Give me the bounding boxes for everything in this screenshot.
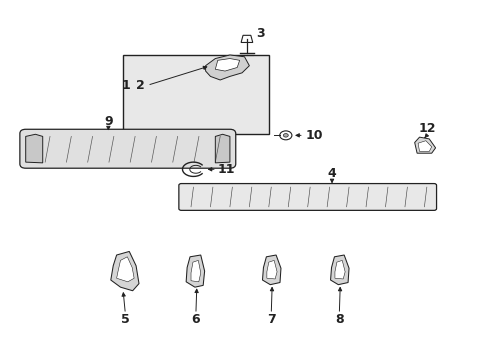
Polygon shape xyxy=(414,137,435,153)
Polygon shape xyxy=(334,260,345,279)
Text: 1: 1 xyxy=(121,79,130,92)
Polygon shape xyxy=(116,257,134,282)
Text: 12: 12 xyxy=(417,122,435,135)
Polygon shape xyxy=(262,255,281,285)
Polygon shape xyxy=(241,35,252,42)
Polygon shape xyxy=(266,260,277,279)
Polygon shape xyxy=(205,55,249,80)
Polygon shape xyxy=(417,141,431,152)
Text: 6: 6 xyxy=(191,313,200,326)
Text: 10: 10 xyxy=(305,129,322,142)
FancyBboxPatch shape xyxy=(179,184,436,210)
FancyBboxPatch shape xyxy=(20,129,235,168)
Polygon shape xyxy=(111,251,139,291)
Ellipse shape xyxy=(283,134,287,137)
Text: 9: 9 xyxy=(104,115,112,128)
Polygon shape xyxy=(191,260,201,282)
FancyBboxPatch shape xyxy=(122,55,268,134)
Polygon shape xyxy=(215,59,239,71)
Polygon shape xyxy=(186,255,204,287)
Text: 4: 4 xyxy=(327,167,336,180)
Text: 8: 8 xyxy=(334,313,343,326)
Polygon shape xyxy=(330,255,348,285)
Text: 7: 7 xyxy=(266,313,275,326)
Ellipse shape xyxy=(279,131,291,140)
Text: 3: 3 xyxy=(256,27,264,40)
Text: 11: 11 xyxy=(217,163,235,176)
Polygon shape xyxy=(26,134,42,163)
Polygon shape xyxy=(215,134,229,163)
Text: 5: 5 xyxy=(121,313,129,326)
Text: 2: 2 xyxy=(136,79,144,92)
